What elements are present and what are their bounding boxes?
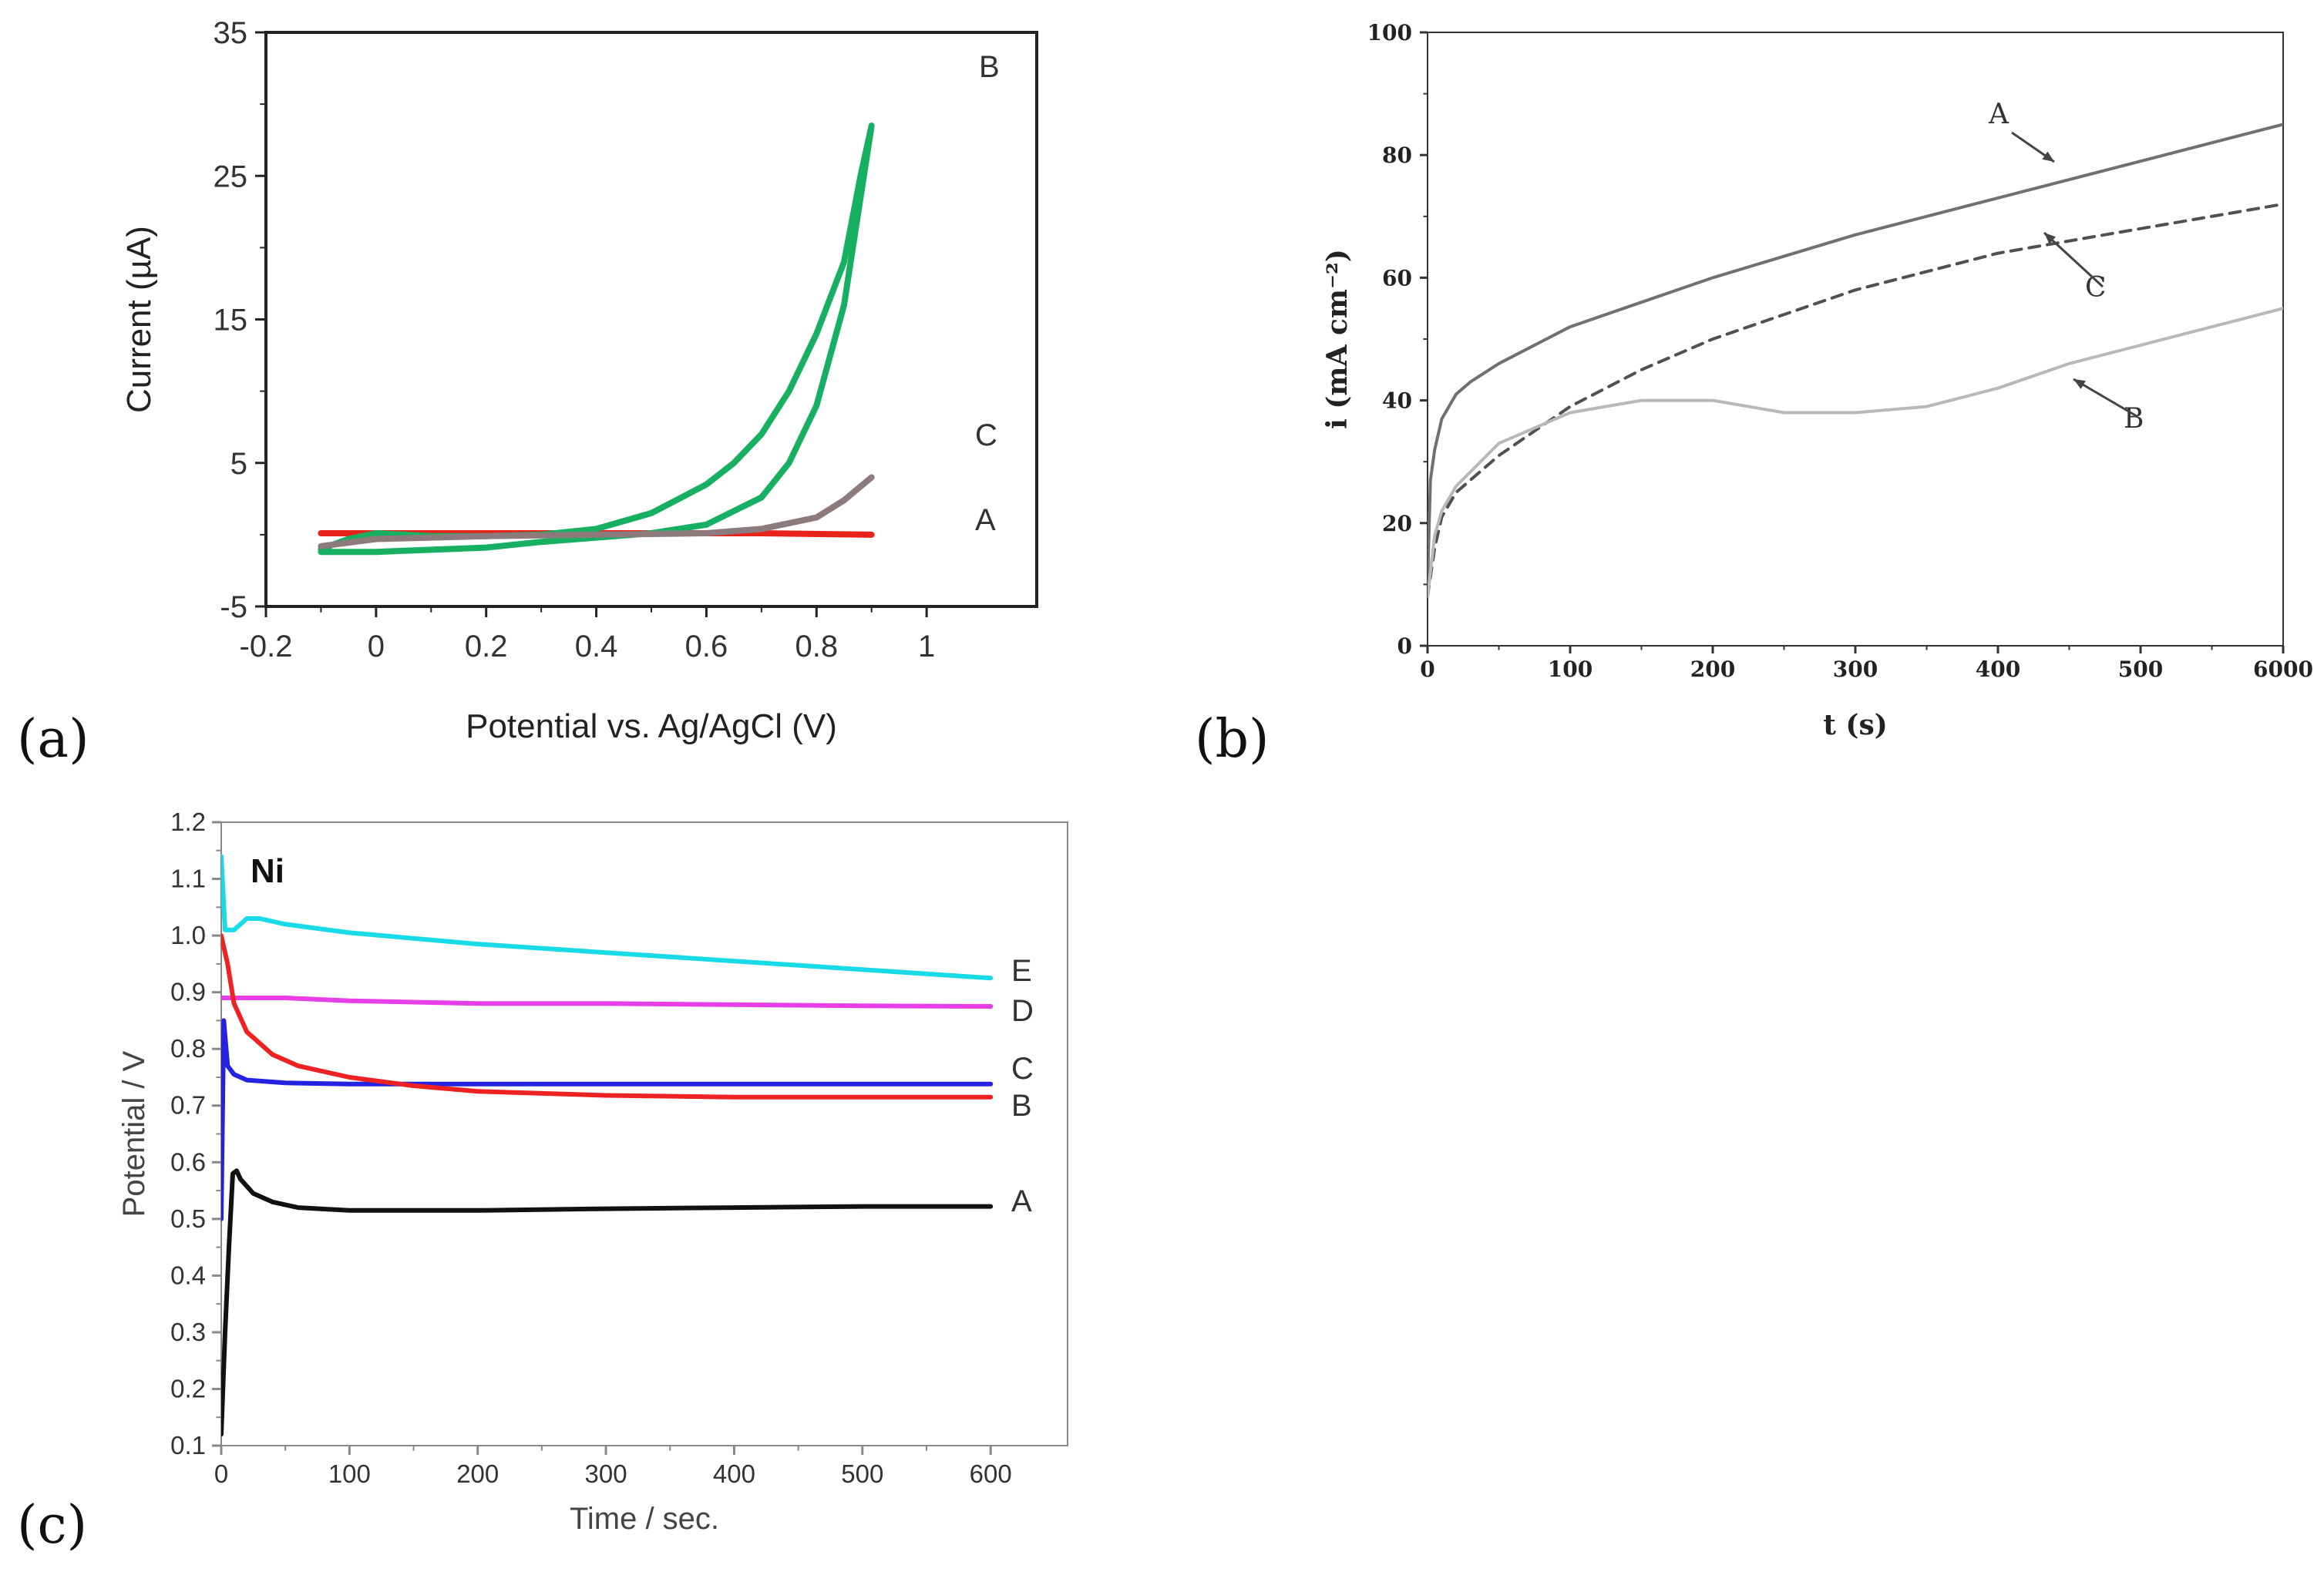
series-line-b-C [1428,202,2283,599]
x-tick-label-c: 200 [456,1459,499,1488]
y-tick-label-c: 0.7 [170,1091,206,1120]
y-tick-label-c: 0.3 [170,1318,206,1346]
y-tick-label-a: -5 [220,590,247,624]
series-label-a-B: B [979,50,1000,84]
y-tick-label-a: 25 [214,160,248,193]
x-tick-label-c: 600 [970,1459,1012,1488]
y-tick-label-b: 20 [1382,511,1412,536]
series-label-c-A: A [1011,1184,1032,1218]
y-tick-label-c: 1.0 [170,921,206,949]
series-line-c-C [221,1018,994,1221]
x-tick-label-c: 0 [214,1459,228,1488]
series-line-c-B [221,933,994,1100]
y-tick-label-a: 5 [230,447,247,481]
series-line-a-B [318,123,875,556]
series-line-c-A [221,1168,994,1437]
x-tick-label-b: 100 [1548,657,1592,682]
series-line-b-B [1428,307,2283,599]
x-tick-label-c: 400 [713,1459,755,1488]
plot-frame-a [264,31,1038,608]
y-axis-title-b: i (mA cm⁻²) [1321,249,1354,429]
x-tick-label-b: 200 [1690,657,1735,682]
series-label-b-C: C [2085,272,2107,304]
plot-frame-b [1427,32,2284,647]
x-tick-label-a: -0.2 [240,630,293,663]
x-tick-label-a: 0.6 [685,630,728,663]
x-axis-title-c: Time / sec. [570,1502,719,1536]
panel-label-c: (c) [17,1495,87,1556]
y-tick-label-b: 100 [1367,20,1412,45]
series-label-b-B: B [2124,403,2144,435]
series-line-c-E [221,854,994,981]
annotation-arrowhead-b [2042,151,2054,162]
y-tick-label-a: 15 [214,304,248,338]
x-tick-label-a: 0.4 [575,630,618,663]
y-tick-label-b: 40 [1382,388,1412,414]
chart-title-c: Ni [251,852,284,890]
series-label-c-D: D [1011,994,1034,1028]
x-tick-label-b: 500 [2118,657,2163,682]
series-label-c-B: B [1011,1089,1032,1123]
annotation-arrowhead-b [2073,379,2086,389]
x-tick-label-c: 100 [328,1459,371,1488]
x-tick-label-a: 0.8 [795,630,838,663]
x-tick-label-c: 500 [841,1459,883,1488]
series-line-b-A [1428,123,2283,586]
panel-label-a: (a) [17,709,89,770]
series-label-b-A: A [1988,99,2010,130]
x-tick-label-a: 0 [368,630,385,663]
y-tick-label-c: 1.1 [170,865,206,893]
plot-frame-c [220,821,1068,1446]
x-axis-title-b: t (s) [1823,709,1888,741]
panel-label-b: (b) [1195,709,1270,770]
y-axis-title-a: Current (µA) [120,226,158,413]
y-tick-label-c: 0.2 [170,1374,206,1402]
y-tick-label-c: 0.9 [170,978,206,1006]
x-tick-label-b: 0 [1420,657,1434,682]
series-line-c-D [221,996,994,1009]
y-tick-label-c: 0.5 [170,1204,206,1233]
x-tick-label-c: 300 [585,1459,627,1488]
x-axis-title-a: Potential vs. Ag/AgCl (V) [466,707,837,745]
y-tick-label-c: 1.2 [170,808,206,836]
annotation-arrowhead-b [2044,233,2057,244]
x-tick-label-b: 6000 [2253,657,2313,682]
x-tick-label-a: 0.2 [465,630,508,663]
series-line-a-C [318,474,875,549]
chart-c: (c) 0 100 200 300 400 500 600 0.1 0.2 0.3 0.4 0.5 0.6… [17,808,1068,1556]
y-tick-label-c: 0.8 [170,1034,206,1063]
series-label-c-C: C [1011,1052,1034,1086]
y-tick-label-c: 0.6 [170,1147,206,1176]
annotation-arrow-b [2073,378,2137,418]
x-tick-label-a: 1 [918,630,935,663]
x-tick-label-b: 400 [1976,657,2020,682]
y-tick-label-c: 0.4 [170,1261,206,1289]
series-label-a-C: C [975,418,997,452]
y-tick-label-a: 35 [214,16,248,50]
y-tick-label-b: 80 [1382,143,1412,168]
series-label-a-A: A [975,503,996,537]
y-axis-title-c: Potential / V [117,1050,151,1217]
y-tick-label-b: 0 [1397,633,1412,659]
chart-a: (a) -0.2 0 0.2 0.4 0.6 0.8 1 -5 5 15 25 35 Potential … [17,16,1038,770]
y-tick-label-b: 60 [1382,265,1412,291]
annotation-arrow-b [2043,231,2104,288]
y-tick-label-c: 0.1 [170,1431,206,1459]
x-tick-label-b: 300 [1833,657,1878,682]
series-label-c-E: E [1011,954,1032,988]
chart-b: (b) 0 100 200 300 400 500 6000 0 20 40 60 80 100 t (s)… [1195,20,2313,770]
